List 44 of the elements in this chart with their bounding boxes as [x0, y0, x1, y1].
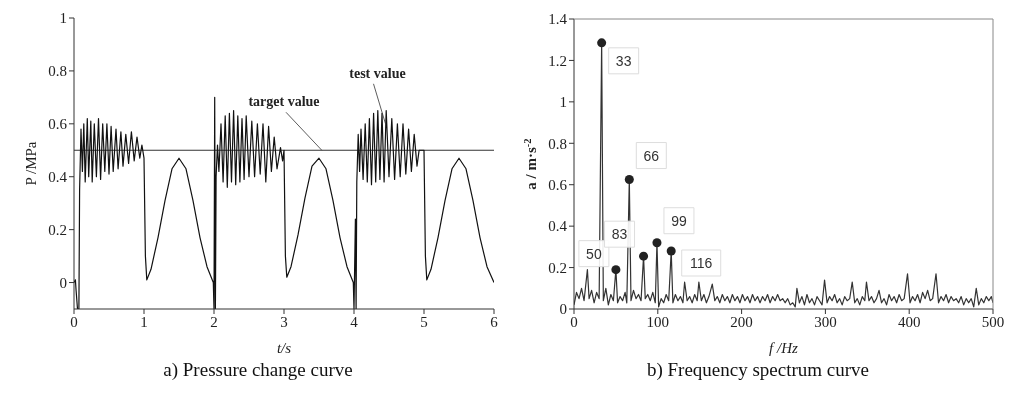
- annotation: 99: [671, 212, 687, 229]
- point: [666, 246, 676, 256]
- annotation: 66: [643, 147, 660, 164]
- text: a) Pressure change curve: [162, 359, 354, 381]
- y-tick-label: 0.8: [548, 135, 567, 152]
- y-tick-label: 0: [559, 301, 567, 318]
- x-tick-label: 400: [897, 313, 921, 330]
- y-tick-label: 0.4: [548, 218, 568, 235]
- y-tick-label: 0: [59, 274, 67, 291]
- x-tick-label: 5: [420, 313, 428, 330]
- x-tick-label: 2: [210, 313, 218, 330]
- x-tick-label: 200: [730, 313, 753, 330]
- point: [652, 238, 662, 248]
- y-tick-label: 1: [559, 94, 567, 111]
- annotation: 33: [615, 52, 632, 69]
- y-tick-label: 1.2: [548, 52, 567, 69]
- annotation: 116: [690, 255, 713, 271]
- x-axis-title: t/s: [276, 340, 292, 356]
- x-tick-label: 500: [981, 313, 1005, 330]
- text: b) Frequency spectrum curve: [645, 359, 871, 381]
- point: [624, 175, 634, 185]
- y-tick-label: 0.8: [48, 63, 67, 80]
- y-tick-label: 0.2: [548, 259, 567, 276]
- y-tick-label: 1: [59, 10, 67, 27]
- point: [639, 251, 649, 261]
- x-tick-label: 4: [350, 313, 359, 330]
- annotation: 50: [586, 245, 602, 262]
- x-tick-label: 1: [140, 313, 148, 330]
- ref-line-label: target value: [248, 94, 320, 110]
- x-tick-label: 6: [490, 313, 499, 330]
- y-tick-label: 0.4: [48, 169, 68, 186]
- point: [611, 265, 621, 275]
- annotation: 83: [611, 226, 628, 243]
- y-tick-label: 0.6: [548, 177, 568, 194]
- x-tick-label: 300: [814, 313, 837, 330]
- y-axis-title: P /MPa: [23, 141, 39, 186]
- annotation: test value: [349, 65, 406, 81]
- y-tick-label: 1.4: [548, 11, 568, 28]
- x-tick-label: 100: [646, 313, 670, 330]
- y-tick-label: 0.2: [48, 221, 67, 238]
- y-tick-label: 0.6: [48, 116, 68, 133]
- x-axis-title: f /Hz: [769, 340, 799, 356]
- x-tick-label: 3: [280, 313, 288, 330]
- point: [597, 38, 607, 48]
